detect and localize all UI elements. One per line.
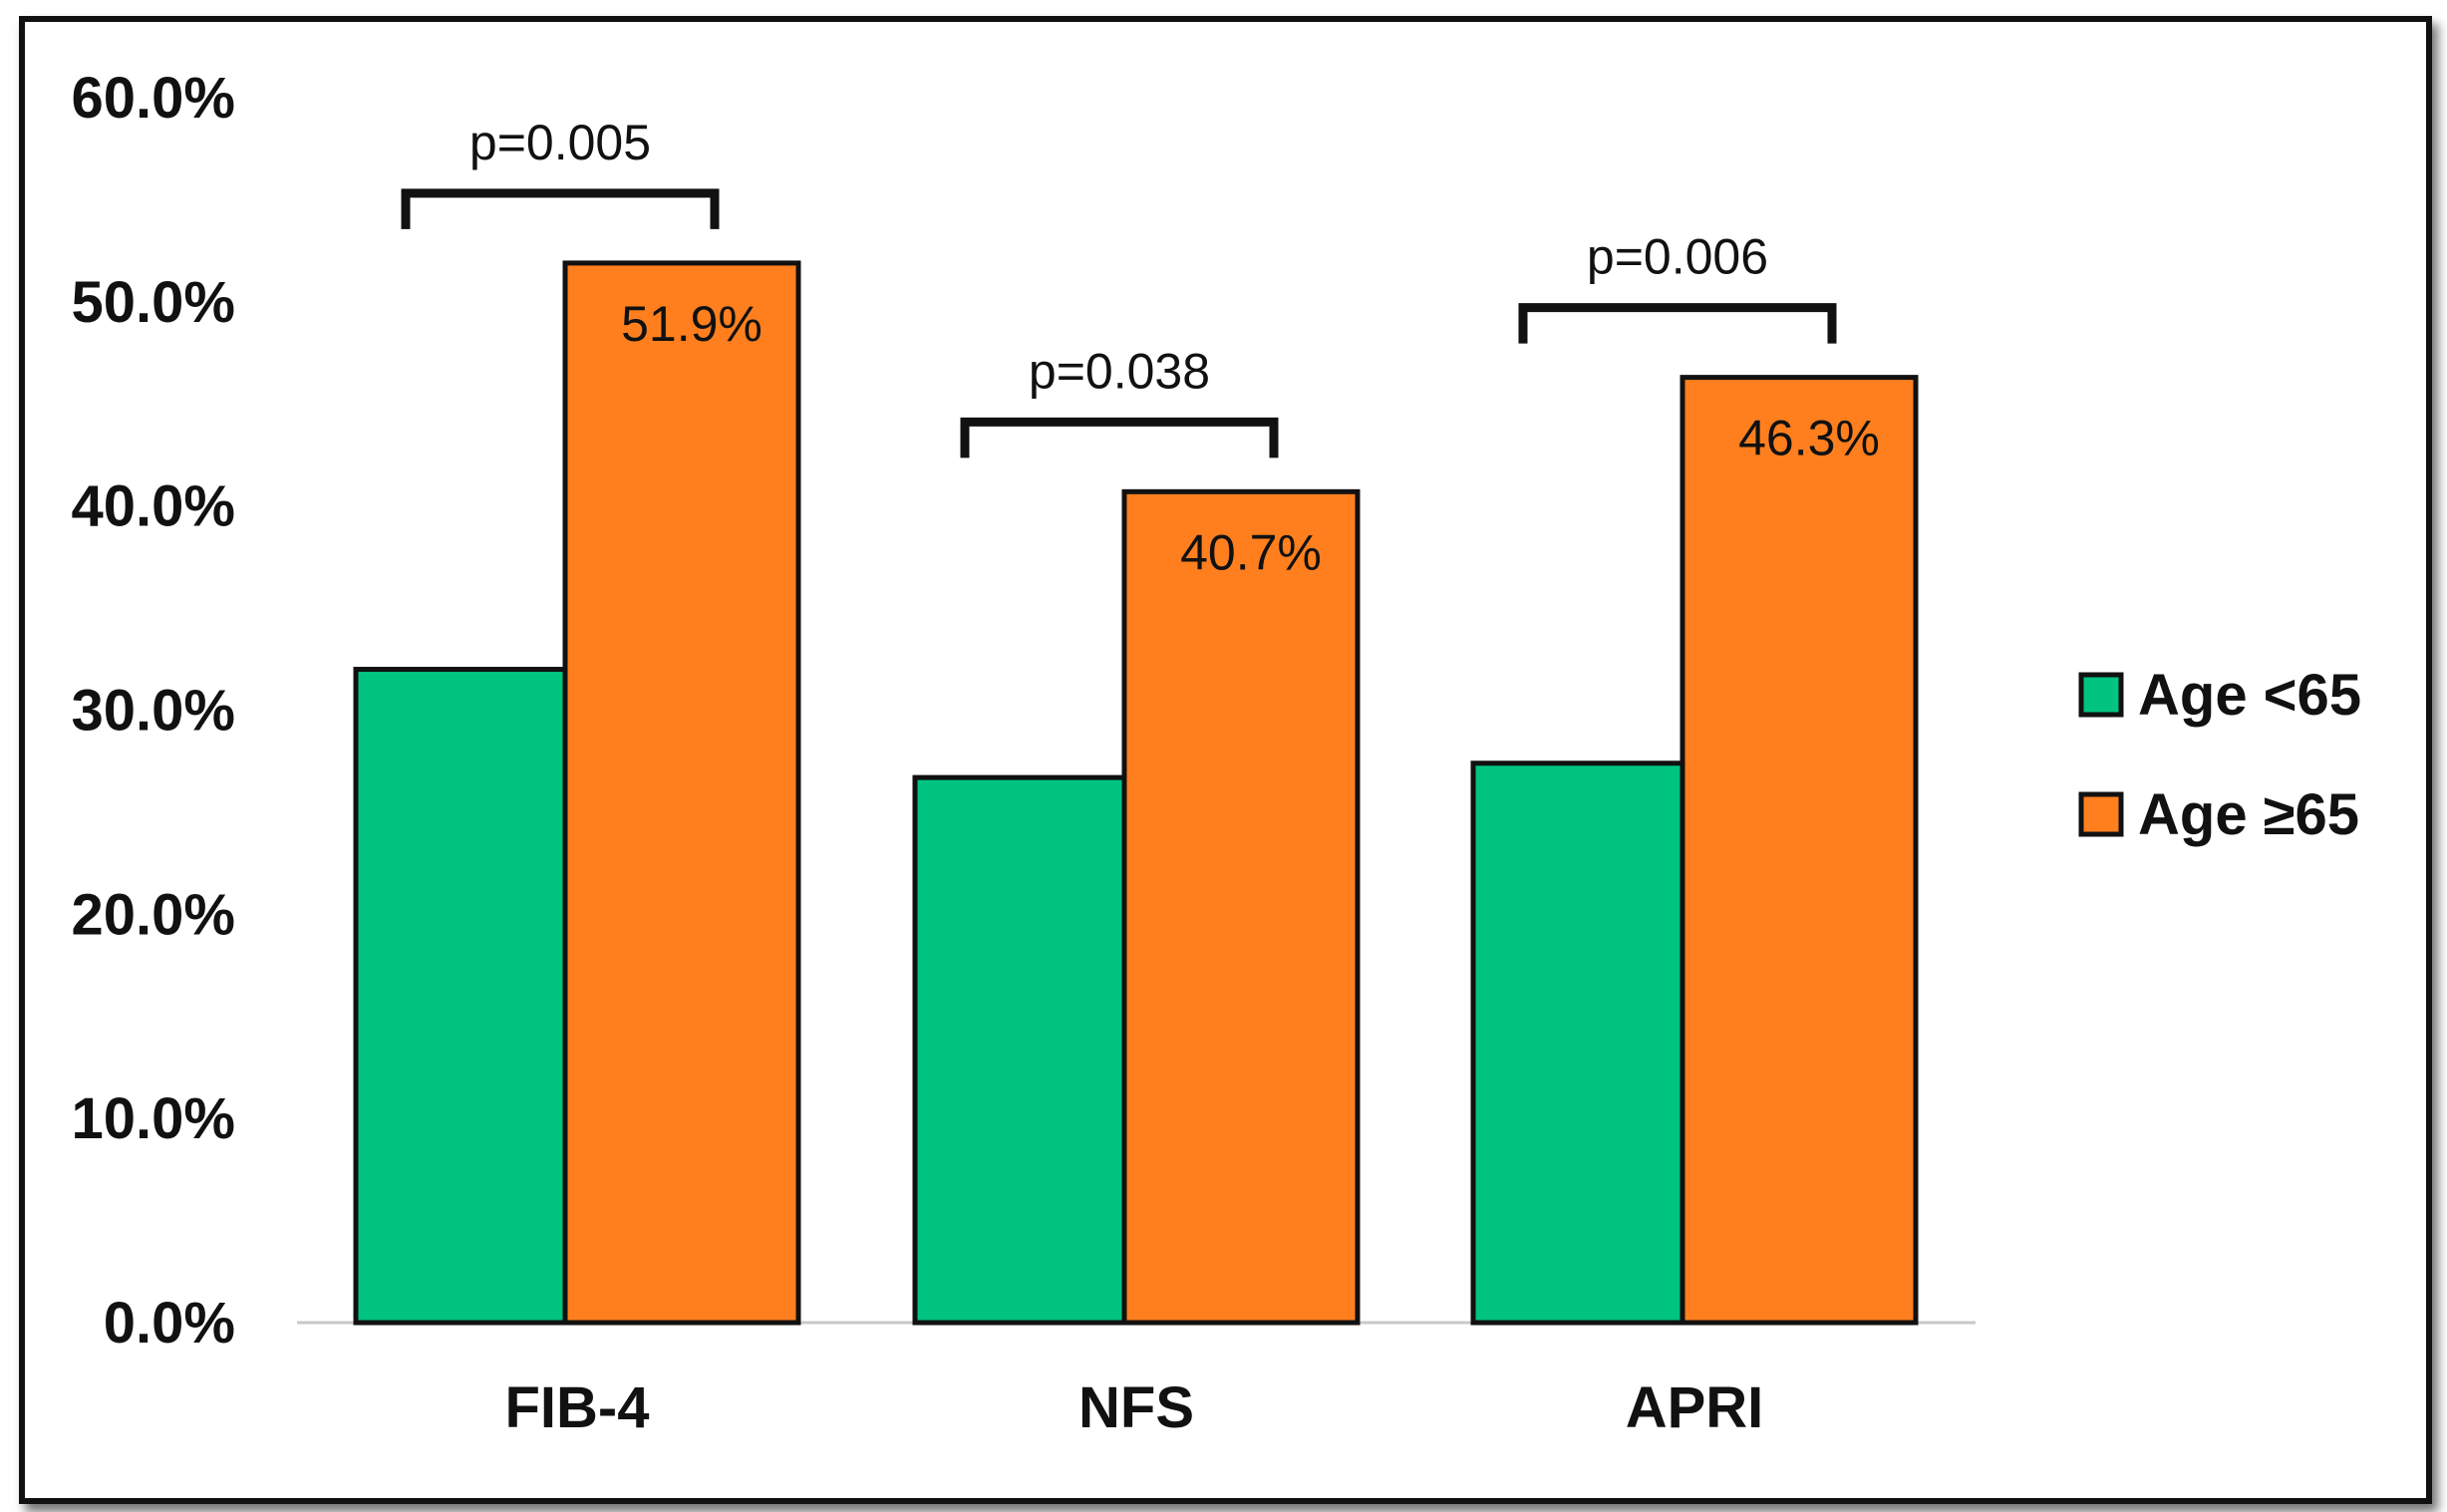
y-tick-label: 40.0% [72,474,235,539]
legend-swatch [2078,791,2124,837]
y-axis: 0.0% 10.0% 20.0% 30.0% 40.0% 50.0% 60.0% [72,66,235,1356]
p-value-label: p=0.038 [1029,343,1210,399]
data-label: 46.3% [1738,411,1880,466]
y-tick-label: 30.0% [72,679,235,744]
data-label: 51.9% [621,296,763,352]
y-tick-label: 10.0% [72,1086,235,1151]
legend-swatch [2078,672,2124,718]
y-tick-label: 50.0% [72,270,235,335]
y-tick-label: 0.0% [104,1291,235,1356]
bar-apri-series-0 [1470,760,1685,1326]
significance-brackets: p=0.005 p=0.038 p=0.006 [401,115,1837,458]
bar-apri-series-1 [1680,375,1919,1326]
category-label: APRI [1626,1375,1764,1440]
significance-bracket [1518,303,1837,344]
x-axis-categories: FIB-4 NFS APRI [505,1375,1764,1440]
bars [353,260,1919,1326]
bar-fib-4-series-0 [353,667,568,1326]
category-label: FIB-4 [505,1375,650,1440]
bar-fib-4-series-1 [562,260,801,1326]
significance-bracket [401,188,720,229]
data-labels: 51.9% 40.7% 46.3% [621,296,1880,580]
category-label: NFS [1078,1375,1194,1440]
legend-label: Age ≥65 [2138,782,2359,847]
p-value-label: p=0.006 [1587,229,1768,285]
data-label: 40.7% [1180,524,1322,580]
legend: Age <65 Age ≥65 [2078,663,2361,847]
y-tick-label: 60.0% [72,66,235,131]
legend-label: Age <65 [2138,663,2361,728]
bar-nfs-series-1 [1121,488,1361,1326]
significance-bracket [960,417,1279,458]
y-tick-label: 20.0% [72,882,235,947]
p-value-label: p=0.005 [469,115,651,170]
bar-nfs-series-0 [912,774,1127,1326]
